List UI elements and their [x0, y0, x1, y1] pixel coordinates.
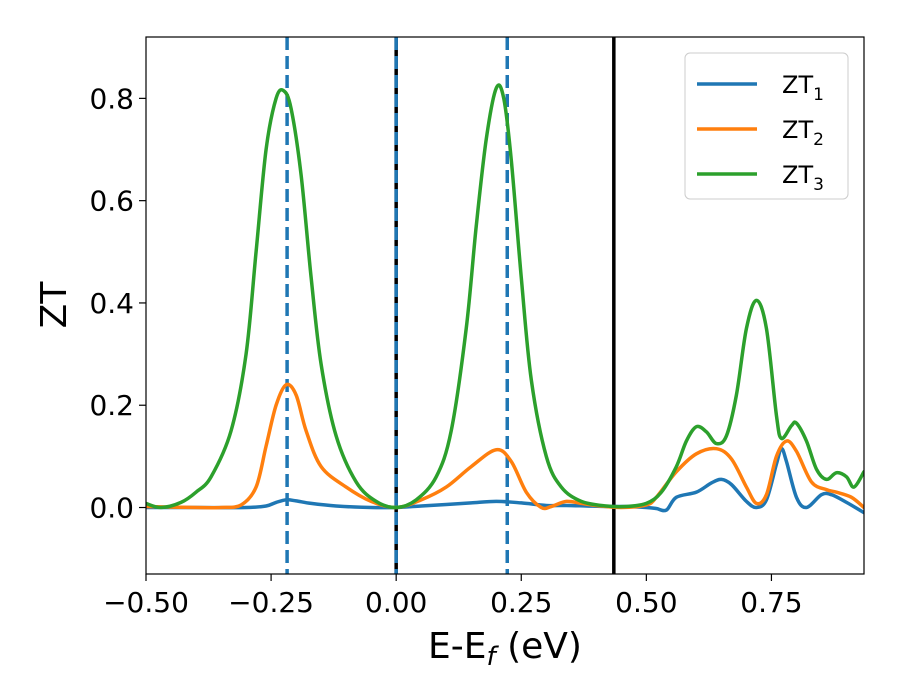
- legend-box: [684, 52, 849, 200]
- x-tick-label: −0.50: [103, 586, 189, 619]
- y-axis: 0.0 0.2 0.4 0.6 0.8: [89, 82, 146, 525]
- y-tick-label: 0.0: [89, 492, 134, 525]
- x-tick-label: 0.50: [615, 586, 677, 619]
- x-axis: −0.50 −0.25 0.00 0.25 0.50 0.75: [103, 574, 803, 619]
- y-tick-label: 0.8: [89, 82, 134, 115]
- series-lines: [146, 83, 864, 515]
- x-tick-label: −0.25: [228, 586, 314, 619]
- x-tick-label: 0.75: [740, 586, 802, 619]
- y-tick-label: 0.2: [89, 389, 134, 422]
- y-tick-label: 0.6: [89, 185, 134, 218]
- series-line-zt2: [146, 382, 864, 511]
- plot-frame: [145, 36, 865, 575]
- legend: ZT1 ZT2 ZT3: [684, 52, 849, 200]
- x-axis-title-unit: (eV): [496, 626, 582, 667]
- x-tick-label: 0.25: [490, 586, 552, 619]
- x-axis-title: E-Ef (eV): [428, 626, 582, 672]
- legend-label-zt3: ZT3: [782, 161, 824, 195]
- legend-label-zt1: ZT1: [782, 71, 824, 105]
- y-axis-title: ZT: [34, 281, 75, 329]
- reference-lines: [285, 37, 616, 574]
- x-axis-title-main: E-E: [428, 626, 486, 667]
- x-tick-label: 0.00: [365, 586, 427, 619]
- series-line-zt3: [146, 83, 864, 510]
- y-tick-label: 0.4: [89, 287, 134, 320]
- legend-label-zt2: ZT2: [782, 116, 824, 150]
